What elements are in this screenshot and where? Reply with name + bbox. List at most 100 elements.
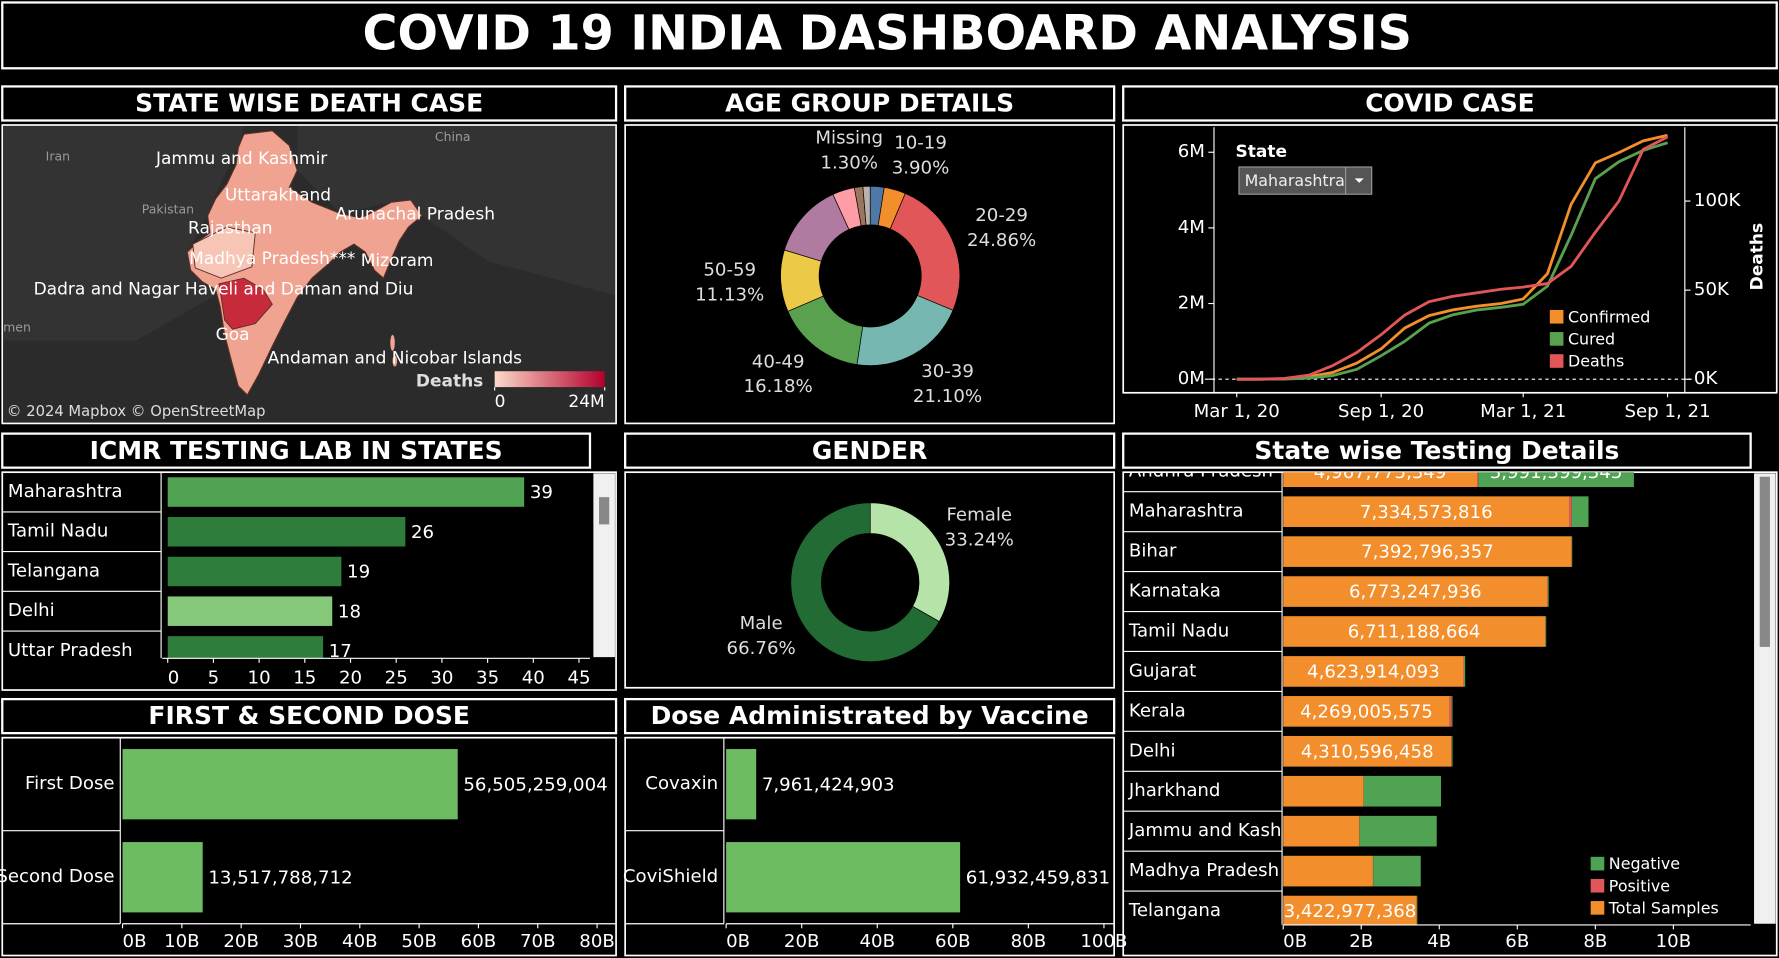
x-tick-label: 0B <box>1283 931 1307 952</box>
x-tick-label: 45 <box>567 668 590 689</box>
legend-swatch <box>1549 332 1564 346</box>
bar-segment <box>1547 576 1549 607</box>
bar-value-label: 3,991,399,345 <box>1490 462 1623 483</box>
row-label: Madhya Pradesh <box>1129 860 1279 881</box>
map-label: Goa <box>216 325 250 345</box>
x-tick-label: 2B <box>1349 931 1373 952</box>
bar-segment <box>1363 775 1442 807</box>
country-shape <box>186 130 423 396</box>
x-tick-label: 60B <box>935 931 971 952</box>
bar-value-label: 26 <box>411 522 434 543</box>
slice-label: 20-29 <box>975 205 1028 226</box>
dropdown-value[interactable]: Maharashtra <box>1245 171 1345 190</box>
neighbor-land <box>3 126 244 341</box>
row-label: Maharashtra <box>1129 501 1244 522</box>
state-shape <box>218 277 273 330</box>
x-tick-label: 4B <box>1427 931 1451 952</box>
bar-segment <box>1569 496 1572 527</box>
scrollbar-track[interactable] <box>593 473 615 658</box>
x-tick-label: 80B <box>579 931 615 952</box>
bar-segment <box>1464 656 1466 687</box>
row-label: Karnataka <box>1129 581 1221 602</box>
island-shape <box>392 355 398 367</box>
bar <box>122 842 203 913</box>
state-shape <box>192 226 256 279</box>
slice-value-label: 66.76% <box>727 638 796 659</box>
slice-value-label: 16.18% <box>744 376 813 397</box>
panel-body <box>1122 124 1778 394</box>
panel-title: State wise Testing Details <box>1254 436 1619 465</box>
bar-value-label: 4,310,596,458 <box>1301 741 1434 762</box>
bar-segment <box>1283 496 1570 527</box>
line-series <box>1236 135 1669 381</box>
row-label: Telangana <box>7 560 100 581</box>
slice-label: 30-39 <box>921 361 974 382</box>
panel-title: GENDER <box>812 436 927 465</box>
map-label: Dadra and Nagar Haveli and Daman and Diu <box>34 280 414 300</box>
bar-segment <box>1571 496 1589 527</box>
bar-value-label: 7,334,573,816 <box>1360 502 1493 523</box>
row-label: Tamil Nadu <box>1128 620 1229 641</box>
panel-header <box>1122 85 1778 122</box>
slice-value-label: 1.30% <box>820 153 878 174</box>
x-tick-label: Sep 1, 21 <box>1625 401 1711 422</box>
panel-header <box>624 85 1116 122</box>
line-series <box>1236 133 1668 381</box>
x-tick-label: 40B <box>342 931 378 952</box>
y2-tick-label: 0K <box>1694 368 1719 389</box>
state-dropdown[interactable]: Maharashtra <box>1238 166 1373 195</box>
bar-segment <box>1283 616 1546 647</box>
x-tick-label: 100B <box>1080 931 1127 952</box>
bar-value-label: 17 <box>329 641 352 662</box>
bar-value-label: 4,269,005,575 <box>1300 701 1433 722</box>
panel-header <box>1122 432 1752 469</box>
legend-label: Positive <box>1609 876 1670 895</box>
x-tick-label: 10 <box>248 668 271 689</box>
bar <box>167 517 406 547</box>
row-label: Delhi <box>1129 740 1176 761</box>
bar-segment <box>1477 472 1479 488</box>
bar-segment <box>1283 576 1548 607</box>
clipped-group: Maharashtra 39 Tamil Nadu 26 Telangana 19 Delh… <box>2 472 553 662</box>
panel-title: Dose Administrated by Vaccine <box>651 701 1089 730</box>
title-box <box>1 1 1778 70</box>
row-label: Uttar Pradesh <box>8 640 133 661</box>
bar-value-label: 61,932,459,831 <box>966 867 1110 888</box>
bar <box>167 596 333 626</box>
row-label: Maharashtra <box>8 481 123 502</box>
dropdown-box[interactable] <box>1238 166 1373 195</box>
slice-value-label: 24.86% <box>967 230 1036 251</box>
row-label: Tamil Nadu <box>7 521 108 542</box>
y2-tick-label: 100K <box>1694 190 1742 211</box>
bar-value-label: 56,505,259,004 <box>463 774 607 795</box>
bar-value-label: 7,392,796,357 <box>1361 542 1494 563</box>
scrollbar-thumb[interactable] <box>1759 476 1770 647</box>
y2-tick-label: 50K <box>1694 279 1730 300</box>
bar-segment <box>1283 815 1360 847</box>
map-label: Rajasthan <box>188 218 273 238</box>
x-tick-label: 30 <box>430 668 453 689</box>
panel-title: COVID CASE <box>1365 89 1534 118</box>
neighbor-land <box>297 126 615 296</box>
row-label: Jammu and Kash.. <box>1128 820 1293 841</box>
x-tick-label: 0 <box>168 668 180 689</box>
panel-title: STATE WISE DEATH CASE <box>135 89 483 118</box>
row-label: Gujarat <box>1129 660 1196 681</box>
dropdown-arrow[interactable] <box>1354 178 1364 183</box>
x-tick-label: 20 <box>339 668 362 689</box>
x-tick-label: Sep 1, 20 <box>1338 401 1424 422</box>
scrollbar-thumb[interactable] <box>599 497 610 525</box>
legend-tick-label: 0 <box>495 392 506 412</box>
donut-slice <box>862 185 871 226</box>
panel-header <box>1 432 592 469</box>
slice-value-label: 21.10% <box>913 386 982 407</box>
row-label: Telangana <box>1128 900 1221 921</box>
x-tick-label: 10B <box>1656 931 1692 952</box>
legend-swatch <box>1590 901 1605 915</box>
bar-segment <box>1283 895 1417 925</box>
x-tick-label: 0B <box>123 931 147 952</box>
scrollbar-track[interactable] <box>1754 473 1776 924</box>
slice-label: 50-59 <box>703 259 756 280</box>
panel-header <box>1 85 618 122</box>
